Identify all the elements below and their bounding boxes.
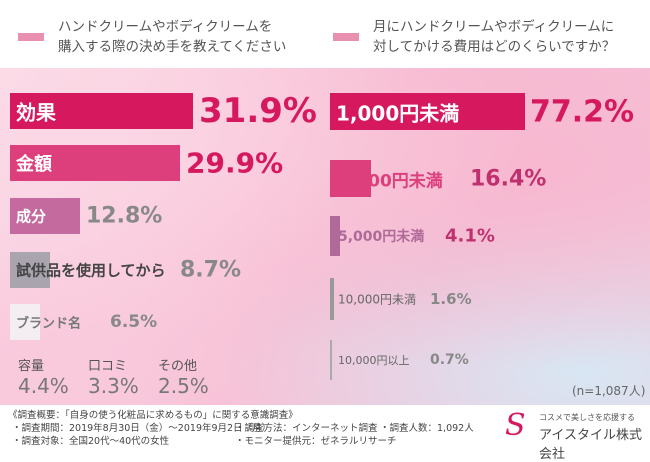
bar <box>10 93 193 129</box>
bar-label: ブランド名 <box>16 316 82 332</box>
bar <box>330 216 341 256</box>
bar-row: 効果 31.9% <box>10 91 320 131</box>
value-label: 6.5% <box>110 312 158 332</box>
bar <box>10 145 180 181</box>
logo-name: アイスタイル株式会社 <box>539 428 642 462</box>
legend-swatch <box>18 33 44 41</box>
value-label: 0.7% <box>430 352 469 368</box>
bar-label: 5,000円未満 <box>338 229 425 245</box>
value-label: 4.1% <box>445 225 495 247</box>
bar-row: 3,000円未満 16.4% <box>330 160 640 197</box>
bar-label: 10,000円以上 <box>338 354 410 367</box>
bar <box>330 160 372 197</box>
value-label: 8.7% <box>180 257 242 283</box>
legend-swatch <box>333 33 359 41</box>
bar-label: 10,000円未満 <box>338 292 416 307</box>
footer-item: ・モニター提供元：ゼネラルリサーチ <box>235 436 397 447</box>
bar-label: 3,000円未満 <box>338 171 443 191</box>
bar-label: 金額 <box>16 154 52 175</box>
small-label: その他 <box>158 359 198 374</box>
bar-row: 5,000円未満 4.1% <box>330 216 640 256</box>
bar-label: 試供品を使用してから <box>16 261 166 280</box>
bar-row: ブランド名 6.5% <box>10 304 320 340</box>
logo-mark: S <box>505 408 526 443</box>
value-label: 29.9% <box>186 146 284 180</box>
bar-row: 10,000円未満 1.6% <box>330 278 640 320</box>
footer-title: 《調査概要：「自身の使う化粧品に求めるもの」に関する意識調査》 <box>8 410 298 421</box>
bar-row: 試供品を使用してから 8.7% <box>10 252 320 288</box>
left-question: ハンドクリームやボディクリームを 購入する際の決め手を教えてください <box>18 12 286 62</box>
value-label: 1.6% <box>430 290 472 308</box>
logo: S コスメで美しさを応援する アイスタイル株式会社 <box>505 408 645 462</box>
footer-item: ・調査期間：2019年8月30日（金）〜2019年9月2日（月） <box>12 423 272 434</box>
footer-item: ・調査人数：1,092人 <box>380 423 474 434</box>
bar <box>10 198 80 234</box>
footer-item: ・調査対象：全国20代〜40代の女性 <box>12 436 170 447</box>
question-text: 月にハンドクリームやボディクリームに 対してかける費用はどのくらいですか？ <box>373 19 616 55</box>
small-item: その他 2.5% <box>158 355 209 398</box>
footer-item: ・調査方法：インターネット調査 <box>235 423 378 434</box>
bar-row: 金額 29.9% <box>10 145 320 181</box>
bar-row: 1,000円未満 77.2% <box>330 93 640 130</box>
bar-label: 1,000円未満 <box>336 101 460 125</box>
bar-row: 10,000円以上 0.7% <box>330 340 640 380</box>
bar <box>10 252 50 288</box>
small-label: 容量 <box>18 359 45 374</box>
question-text: ハンドクリームやボディクリームを 購入する際の決め手を教えてください <box>58 19 287 55</box>
bar-label: 成分 <box>16 207 47 226</box>
value-label: 31.9% <box>199 91 317 131</box>
bar <box>330 340 332 380</box>
small-value: 3.3% <box>88 374 139 398</box>
right-question: 月にハンドクリームやボディクリームに 対してかける費用はどのくらいですか？ <box>333 12 615 62</box>
small-item: 容量 4.4% <box>18 355 69 398</box>
value-label: 16.4% <box>470 166 547 191</box>
logo-tagline: コスメで美しさを応援する <box>539 413 635 422</box>
value-label: 12.8% <box>86 203 163 229</box>
bar <box>330 278 335 320</box>
sample-size-note: (n=1,087人) <box>572 384 646 398</box>
bar-label: 効果 <box>16 100 56 125</box>
value-label: 77.2% <box>530 94 635 129</box>
small-item: 口コミ 3.3% <box>88 355 139 398</box>
bar <box>10 304 40 340</box>
bar <box>330 93 525 130</box>
bar-row: 成分 12.8% <box>10 198 320 234</box>
small-value: 2.5% <box>158 374 209 398</box>
small-label: 口コミ <box>88 359 128 374</box>
small-value: 4.4% <box>18 374 69 398</box>
